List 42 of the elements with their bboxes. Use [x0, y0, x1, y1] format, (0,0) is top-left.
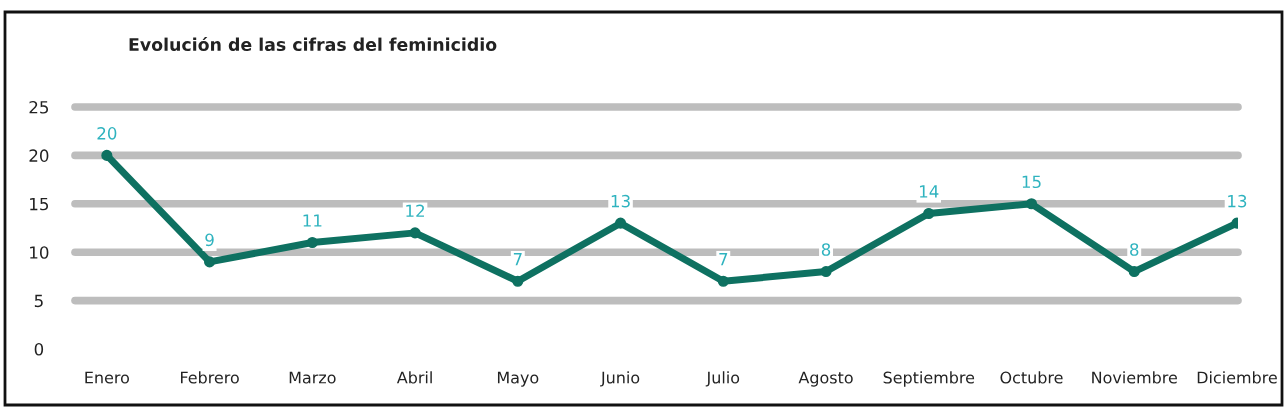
- data-label: 15: [1022, 175, 1041, 189]
- point: [614, 217, 627, 229]
- point: [923, 207, 935, 220]
- data-label: 7: [719, 253, 728, 266]
- x-tick-label: Agosto: [798, 371, 853, 387]
- x-tick-label: Marzo: [289, 371, 336, 384]
- y-tick-label: 25: [29, 100, 49, 114]
- y-tick-label: 0: [34, 342, 44, 356]
- x-tick-label: Abril: [396, 371, 432, 384]
- data-label: 7: [513, 253, 522, 266]
- x-tick-label: Septiembre: [883, 371, 975, 387]
- data-label: 20: [97, 127, 117, 140]
- y-tick-label: 20: [29, 149, 49, 162]
- point: [820, 266, 832, 278]
- x-tick-label: Mayo: [497, 371, 539, 387]
- data-label: 8: [1130, 243, 1139, 256]
- x-tick-label: Noviembre: [1092, 371, 1177, 384]
- data-label: 12: [406, 204, 424, 217]
- point: [409, 227, 421, 239]
- data-label: 9: [205, 233, 214, 247]
- x-tick-label: Enero: [85, 371, 129, 384]
- y-tick-label: 10: [30, 246, 49, 259]
- x-tick-label: Octubre: [1000, 371, 1063, 384]
- point: [717, 275, 729, 287]
- x-tick-label: Febrero: [181, 371, 239, 384]
- x-tick-label: Junio: [600, 371, 640, 387]
- data-label: 13: [1228, 194, 1247, 208]
- data-label: 8: [821, 243, 831, 256]
- data-label: 13: [611, 194, 630, 208]
- x-tick-label: Julio: [705, 371, 740, 387]
- data-label: 14: [919, 185, 939, 198]
- point: [101, 149, 113, 161]
- y-tick-label: 15: [30, 197, 49, 211]
- data-label: 11: [303, 214, 322, 227]
- point: [1128, 266, 1140, 278]
- chart-title: Evolución de las cifras del feminicidio: [129, 36, 497, 52]
- point: [204, 256, 216, 268]
- point: [1025, 198, 1038, 210]
- y-tick-label: 5: [34, 294, 43, 308]
- x-tick-label: Diciembre: [1197, 371, 1277, 384]
- point: [306, 236, 318, 249]
- point: [512, 275, 524, 287]
